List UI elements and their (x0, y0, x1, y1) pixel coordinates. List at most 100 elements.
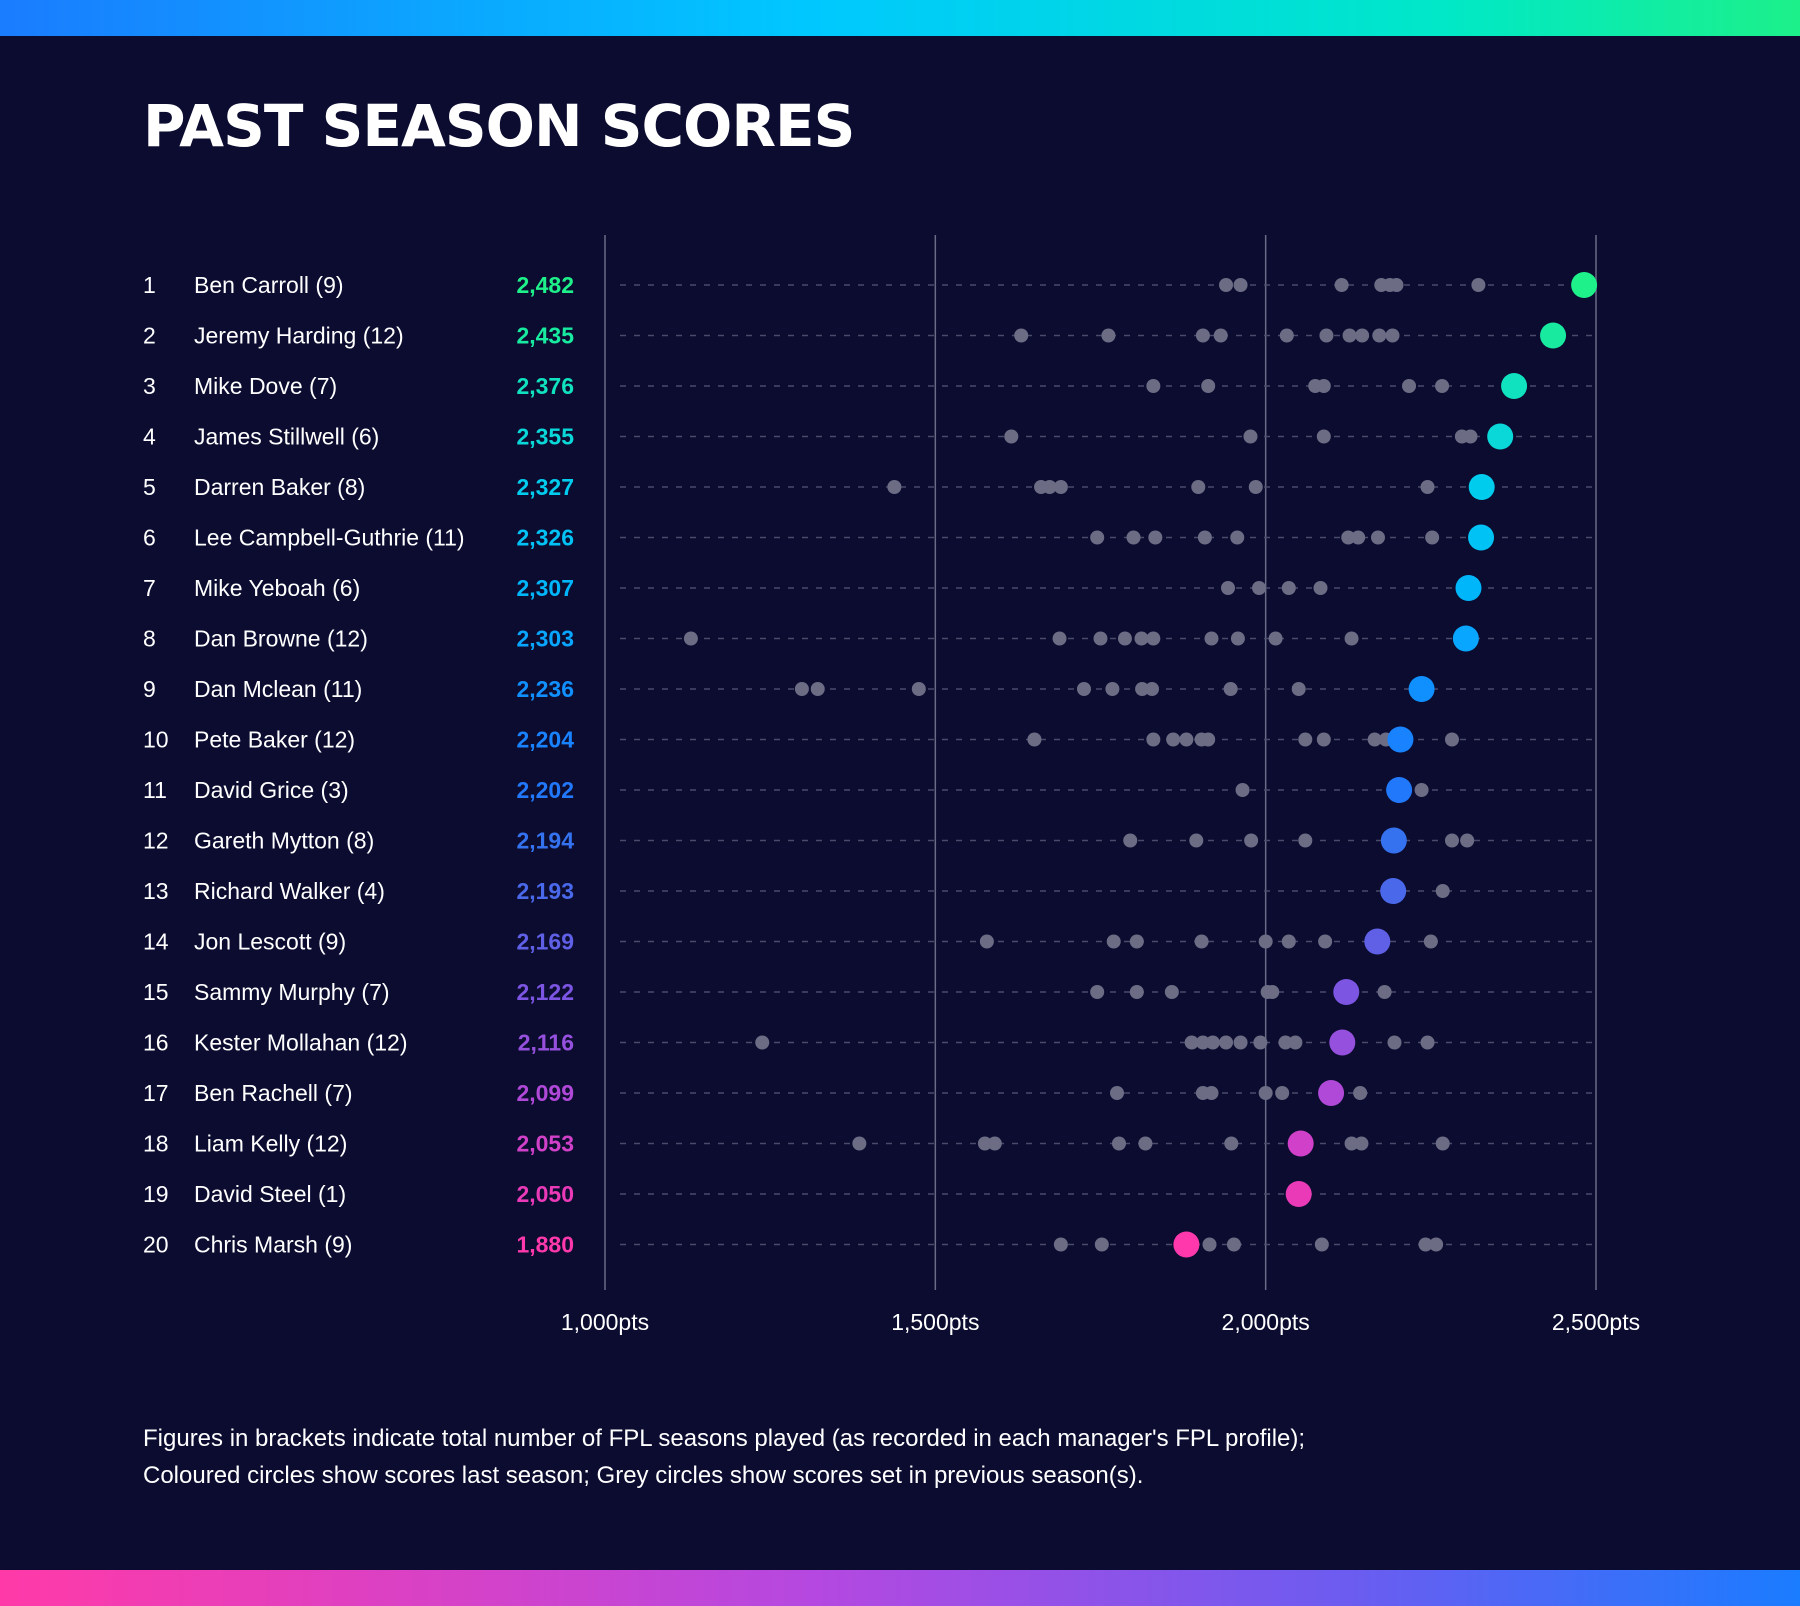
table-row: 8 Dan Browne (12) 2,303 (143, 625, 1598, 652)
previous-season-point (1201, 732, 1216, 747)
previous-season-point (1117, 631, 1132, 646)
table-row: 5 Darren Baker (8) 2,327 (143, 474, 1598, 500)
previous-season-point (979, 934, 994, 949)
previous-season-point (1204, 1086, 1219, 1100)
previous-season-point (1298, 732, 1313, 747)
previous-season-point (1202, 1237, 1217, 1252)
previous-season-point (1224, 1136, 1239, 1151)
last-season-point (1364, 928, 1391, 955)
table-row: 20 Chris Marsh (9) 1,880 (143, 1231, 1598, 1258)
previous-season-point (1235, 783, 1250, 797)
previous-season-point (1341, 530, 1356, 545)
last-season-point (1285, 1181, 1312, 1207)
previous-season-point (1316, 732, 1331, 747)
score-label: 2,236 (516, 676, 574, 702)
table-row: 17 Ben Rachell (7) 2,099 (143, 1080, 1598, 1106)
previous-season-point (1316, 429, 1331, 444)
previous-season-point (1129, 934, 1144, 949)
previous-season-point (1106, 934, 1121, 949)
chart-title: PAST SEASON SCORES (143, 92, 855, 160)
previous-season-point (1004, 429, 1019, 444)
table-row: 1 Ben Carroll (9) 2,482 (143, 272, 1598, 298)
manager-name: Dan Mclean (11) (194, 676, 362, 702)
previous-season-point (1223, 682, 1238, 696)
manager-name: Lee Campbell-Guthrie (11) (194, 525, 465, 551)
rank-label: 4 (143, 424, 156, 450)
previous-season-point (1205, 1035, 1220, 1050)
score-label: 2,482 (516, 272, 574, 298)
table-row: 18 Liam Kelly (12) 2,053 (143, 1130, 1598, 1157)
previous-season-point (1281, 581, 1296, 595)
x-tick-label: 2,500pts (1552, 1309, 1640, 1335)
rank-label: 15 (143, 979, 169, 1005)
manager-name: Ben Carroll (9) (194, 272, 344, 298)
rank-label: 9 (143, 676, 156, 702)
last-season-point (1329, 1029, 1356, 1056)
previous-season-point (1389, 278, 1404, 292)
previous-season-point (1288, 1035, 1303, 1050)
previous-season-point (1164, 985, 1179, 999)
score-label: 2,099 (516, 1080, 574, 1106)
last-season-point (1380, 827, 1407, 854)
previous-season-point (1195, 1035, 1210, 1050)
previous-season-point (1372, 328, 1387, 343)
previous-season-point (1042, 480, 1057, 494)
last-season-point (1318, 1080, 1345, 1106)
previous-season-point (1319, 328, 1334, 343)
previous-season-point (1138, 1136, 1153, 1151)
previous-season-point (1425, 530, 1440, 545)
previous-season-point (1129, 985, 1144, 999)
top-gradient-bar (0, 0, 1800, 36)
score-label: 2,204 (516, 727, 574, 753)
score-label: 2,307 (516, 575, 574, 601)
manager-name: Jon Lescott (9) (194, 929, 346, 955)
previous-season-point (1291, 682, 1306, 696)
previous-season-point (1435, 884, 1450, 898)
manager-name: Ben Rachell (7) (194, 1080, 353, 1106)
previous-season-point (1334, 278, 1349, 292)
previous-season-point (1053, 480, 1068, 494)
previous-season-point (1195, 328, 1210, 343)
last-season-point (1468, 474, 1495, 500)
previous-season-point (1420, 480, 1435, 494)
table-row: 12 Gareth Mytton (8) 2,194 (143, 827, 1598, 854)
x-tick-label: 1,000pts (561, 1309, 649, 1335)
x-tick-label: 1,500pts (891, 1309, 979, 1335)
last-season-point (1540, 322, 1567, 349)
previous-season-point (1258, 934, 1273, 949)
previous-season-point (1146, 732, 1161, 747)
manager-name: Sammy Murphy (7) (194, 979, 390, 1005)
previous-season-point (852, 1136, 867, 1151)
previous-season-point (1471, 278, 1486, 292)
previous-season-point (1429, 1237, 1444, 1252)
previous-season-point (1318, 934, 1333, 949)
previous-season-point (1179, 732, 1194, 747)
dot-plot-chart: 1,000pts 1,500pts 2,000pts 2,500pts 1 Ben Car… (143, 235, 1640, 1335)
table-row: 3 Mike Dove (7) 2,376 (143, 373, 1598, 399)
previous-season-point (1402, 379, 1417, 393)
previous-season-point (1219, 278, 1234, 292)
table-row: 19 David Steel (1) 2,050 (143, 1181, 1598, 1207)
last-season-point (1468, 524, 1495, 551)
score-label: 2,116 (518, 1030, 574, 1056)
previous-season-point (1243, 429, 1258, 444)
previous-season-point (1420, 1035, 1435, 1050)
rank-label: 5 (143, 474, 156, 500)
previous-season-point (1027, 732, 1042, 747)
previous-season-point (1367, 732, 1382, 747)
previous-season-point (1233, 278, 1248, 292)
previous-season-point (911, 682, 926, 696)
manager-name: James Stillwell (6) (194, 424, 379, 450)
previous-season-point (1148, 530, 1163, 545)
previous-season-point (1268, 631, 1283, 646)
rank-label: 13 (143, 878, 169, 904)
previous-season-point (1423, 934, 1438, 949)
previous-season-point (1146, 379, 1161, 393)
rank-label: 19 (143, 1181, 169, 1207)
rank-label: 11 (143, 777, 167, 803)
previous-season-point (1370, 530, 1385, 545)
table-row: 4 James Stillwell (6) 2,355 (143, 423, 1598, 450)
score-label: 2,355 (516, 424, 574, 450)
last-season-point (1455, 575, 1482, 601)
previous-season-point (1253, 1035, 1268, 1050)
